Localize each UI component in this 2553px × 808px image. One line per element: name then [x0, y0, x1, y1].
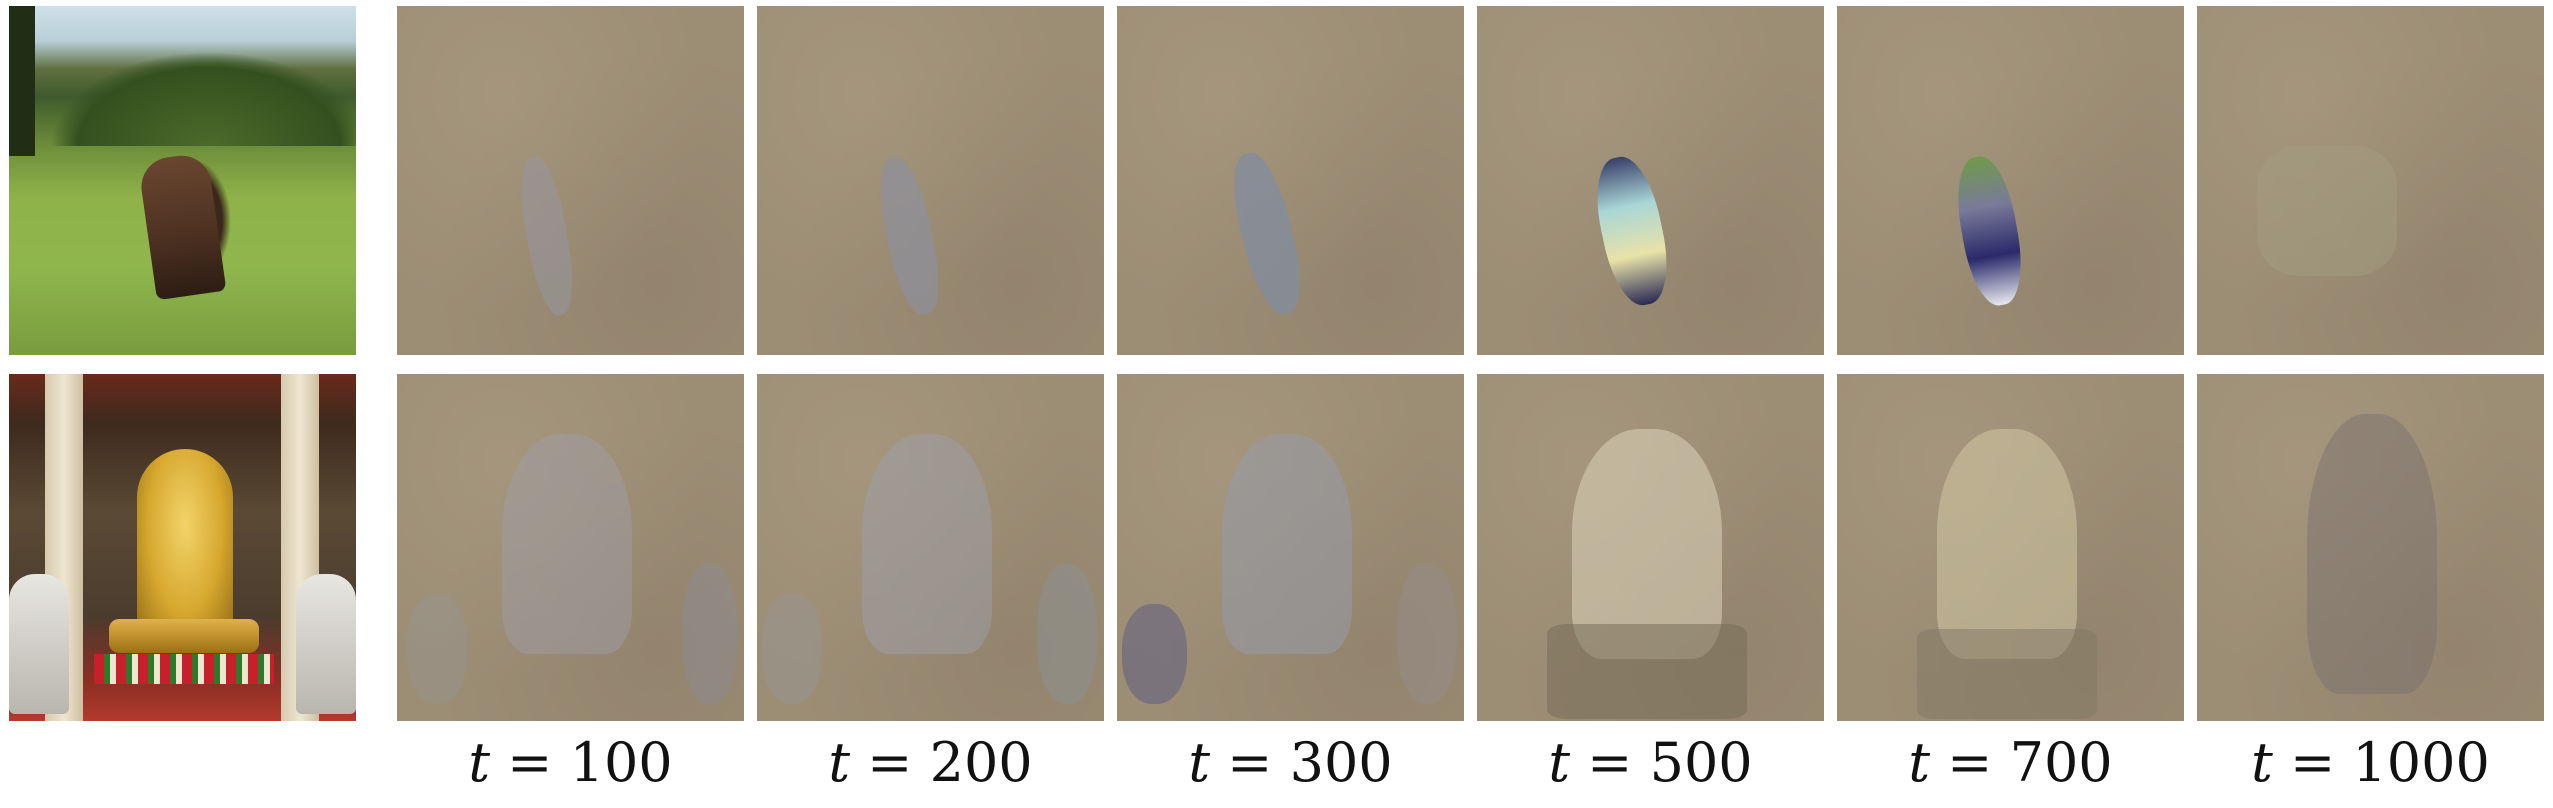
label-value: 100 — [569, 731, 673, 794]
haze-overlay — [397, 374, 744, 721]
timestep-label-6: t = 1000 — [2197, 728, 2544, 798]
statue-silhouette — [1572, 429, 1722, 659]
recon-buddha-t200 — [757, 374, 1104, 721]
statue-base-shape — [109, 619, 259, 653]
label-variable: t — [1548, 731, 1571, 794]
haze-overlay — [2197, 374, 2544, 721]
statue-base-silhouette — [1917, 629, 2097, 719]
label-equals: = — [490, 731, 570, 794]
side-statue-shape — [296, 574, 356, 714]
label-variable: t — [468, 731, 491, 794]
label-value: 1000 — [2352, 731, 2490, 794]
haze-overlay — [2197, 6, 2544, 355]
side-statue-silhouette — [1397, 564, 1457, 704]
side-statue-silhouette — [1122, 604, 1187, 704]
timestep-label-2: t = 200 — [757, 728, 1104, 798]
hill-shape — [49, 6, 356, 146]
label-equals: = — [2272, 731, 2353, 794]
source-image-horse — [9, 6, 356, 355]
tree-shape — [9, 6, 35, 156]
statue-silhouette — [862, 434, 992, 654]
label-value: 200 — [929, 731, 1033, 794]
buddha-statue-shape — [137, 449, 233, 639]
recon-horse-t300 — [1117, 6, 1464, 355]
recon-horse-t1000 — [2197, 6, 2544, 355]
label-variable: t — [828, 731, 851, 794]
statue-silhouette — [2307, 414, 2437, 694]
flowers-shape — [94, 654, 274, 684]
label-equals: = — [850, 731, 930, 794]
horse-silhouette — [2257, 146, 2397, 276]
side-statue-silhouette — [682, 564, 737, 704]
statue-silhouette — [1222, 434, 1352, 654]
label-equals: = — [1930, 731, 2010, 794]
horse-shape — [137, 151, 227, 301]
timestep-label-5: t = 700 — [1837, 728, 2184, 798]
label-value: 300 — [1289, 731, 1393, 794]
recon-horse-t200 — [757, 6, 1104, 355]
label-variable: t — [2251, 731, 2273, 794]
statue-silhouette — [1937, 429, 2077, 659]
statue-silhouette — [502, 434, 632, 654]
recon-buddha-t500 — [1477, 374, 1824, 721]
timestep-label-3: t = 300 — [1117, 728, 1464, 798]
side-statue-silhouette — [762, 594, 822, 704]
source-image-buddha — [9, 374, 356, 721]
label-equals: = — [1210, 731, 1290, 794]
label-value: 700 — [2009, 731, 2113, 794]
recon-buddha-t300 — [1117, 374, 1464, 721]
recon-horse-t700 — [1837, 6, 2184, 355]
label-value: 500 — [1649, 731, 1753, 794]
label-variable: t — [1908, 731, 1931, 794]
recon-horse-t500 — [1477, 6, 1824, 355]
recon-buddha-t100 — [397, 374, 744, 721]
label-variable: t — [1188, 731, 1211, 794]
side-statue-silhouette — [1037, 564, 1097, 704]
haze-overlay — [1837, 6, 2184, 355]
statue-base-silhouette — [1547, 624, 1747, 719]
timestep-label-1: t = 100 — [397, 728, 744, 798]
recon-horse-t100 — [397, 6, 744, 355]
haze-overlay — [397, 6, 744, 355]
recon-buddha-t1000 — [2197, 374, 2544, 721]
side-statue-silhouette — [407, 594, 467, 704]
recon-buddha-t700 — [1837, 374, 2184, 721]
timestep-label-4: t = 500 — [1477, 728, 1824, 798]
side-statue-shape — [9, 574, 69, 714]
label-equals: = — [1570, 731, 1650, 794]
